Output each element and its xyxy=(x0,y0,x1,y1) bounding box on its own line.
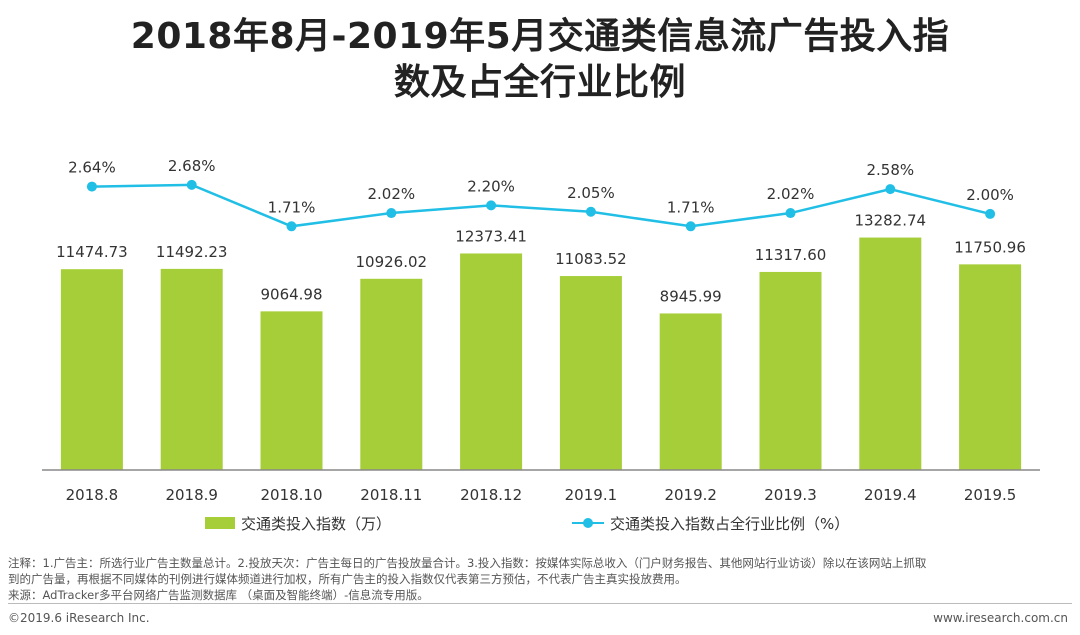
legend-bar-entry: 交通类投入指数（万） xyxy=(205,512,391,534)
bar-label-2018.10: 9064.98 xyxy=(260,285,322,303)
bar-label-2018.12: 12373.41 xyxy=(455,227,527,245)
ratio-point-2018.9 xyxy=(186,179,197,190)
bar-label-2018.11: 10926.02 xyxy=(356,253,428,271)
x-tick-label-2018.8: 2018.8 xyxy=(66,486,119,504)
ratio-label-2018.11: 2.02% xyxy=(367,185,415,203)
bar-2019.1 xyxy=(559,276,622,470)
ratio-point-2019.5 xyxy=(985,208,996,219)
bar-label-2019.4: 13282.74 xyxy=(855,212,927,230)
ratio-label-2018.8: 2.64% xyxy=(68,159,116,177)
legend-line-label: 交通类投入指数占全行业比例（%） xyxy=(610,514,850,533)
ratio-label-2018.9: 2.68% xyxy=(168,157,216,175)
copyright: ©2019.6 iResearch Inc. xyxy=(8,611,150,625)
x-tick-label-2019.5: 2019.5 xyxy=(964,486,1017,504)
ratio-point-2018.12 xyxy=(486,200,497,211)
ratio-point-2019.1 xyxy=(585,206,596,217)
bar-label-2018.8: 11474.73 xyxy=(56,243,128,261)
ratio-point-2018.8 xyxy=(86,181,97,192)
legend-line-entry: 交通类投入指数占全行业比例（%） xyxy=(572,512,849,534)
ratio-label-2019.5: 2.00% xyxy=(966,186,1014,204)
bar-label-2019.2: 8945.99 xyxy=(660,287,722,305)
footer-divider xyxy=(8,603,1072,604)
bar-2019.3 xyxy=(759,271,822,470)
bar-label-2019.1: 11083.52 xyxy=(555,250,627,268)
notes-source: 来源：AdTracker多平台网络广告监测数据库 （桌面及智能终端）-信息流专用… xyxy=(8,588,429,602)
x-tick-label-2018.10: 2018.10 xyxy=(260,486,322,504)
bar-2018.12 xyxy=(460,253,523,470)
bar-2019.2 xyxy=(659,313,722,470)
ratio-line xyxy=(91,183,991,228)
ratio-point-2019.4 xyxy=(885,184,896,195)
notes-line1: 注释：1.广告主：所选行业广告主数量总计。2.投放天次：广告主每日的广告投放量合… xyxy=(8,556,927,570)
legend-bar-swatch xyxy=(205,517,235,529)
bar-2019.4 xyxy=(859,237,922,470)
x-tick-label-2019.4: 2019.4 xyxy=(864,486,917,504)
ratio-label-2019.1: 2.05% xyxy=(567,184,615,202)
x-tick-label-2018.12: 2018.12 xyxy=(460,486,522,504)
ratio-point-2018.11 xyxy=(386,208,397,219)
bar-2018.9 xyxy=(160,268,223,470)
notes-line2: 到的广告量，再根据不同媒体的刊例进行媒体频道进行加权，所有广告主的投入指数仅代表… xyxy=(8,572,687,586)
x-tick-label-2019.2: 2019.2 xyxy=(664,486,717,504)
ratio-label-2018.12: 2.20% xyxy=(467,177,515,195)
x-tick-label-2019.3: 2019.3 xyxy=(764,486,817,504)
x-tick-label-2018.9: 2018.9 xyxy=(165,486,218,504)
chart-title: 2018年8月-2019年5月交通类信息流广告投入指 数及占全行业比例 xyxy=(0,14,1080,106)
bar-2019.5 xyxy=(959,264,1022,470)
bar-label-2019.5: 11750.96 xyxy=(954,238,1026,256)
legend-line-swatch xyxy=(572,517,604,529)
ratio-label-2019.3: 2.02% xyxy=(767,185,815,203)
chart-area: 11474.73 11492.23 9064.98 10926.02 12373.41 1… xyxy=(42,157,1040,504)
chart-title-line1: 2018年8月-2019年5月交通类信息流广告投入指 xyxy=(130,16,950,57)
x-tick-label-2019.1: 2019.1 xyxy=(565,486,618,504)
bar-2018.8 xyxy=(60,269,123,470)
ratio-label-2019.4: 2.58% xyxy=(866,161,914,179)
bar-label-2019.3: 11317.60 xyxy=(755,246,827,264)
chart-title-line2: 数及占全行业比例 xyxy=(393,62,686,103)
bar-2018.10 xyxy=(260,311,323,470)
ratio-label-2018.10: 1.71% xyxy=(268,198,316,216)
ratio-label-2019.2: 1.71% xyxy=(667,198,715,216)
bar-2018.11 xyxy=(360,278,423,470)
chart-notes: 注释：1.广告主：所选行业广告主数量总计。2.投放天次：广告主每日的广告投放量合… xyxy=(8,555,1072,603)
x-tick-label-2018.11: 2018.11 xyxy=(360,486,422,504)
bar-label-2018.9: 11492.23 xyxy=(156,243,228,261)
ratio-point-2018.10 xyxy=(286,221,297,232)
website-url: www.iresearch.com.cn xyxy=(933,611,1068,625)
legend-bar-label: 交通类投入指数（万） xyxy=(241,514,392,533)
ratio-point-2019.3 xyxy=(785,208,796,219)
ratio-point-2019.2 xyxy=(685,221,696,232)
